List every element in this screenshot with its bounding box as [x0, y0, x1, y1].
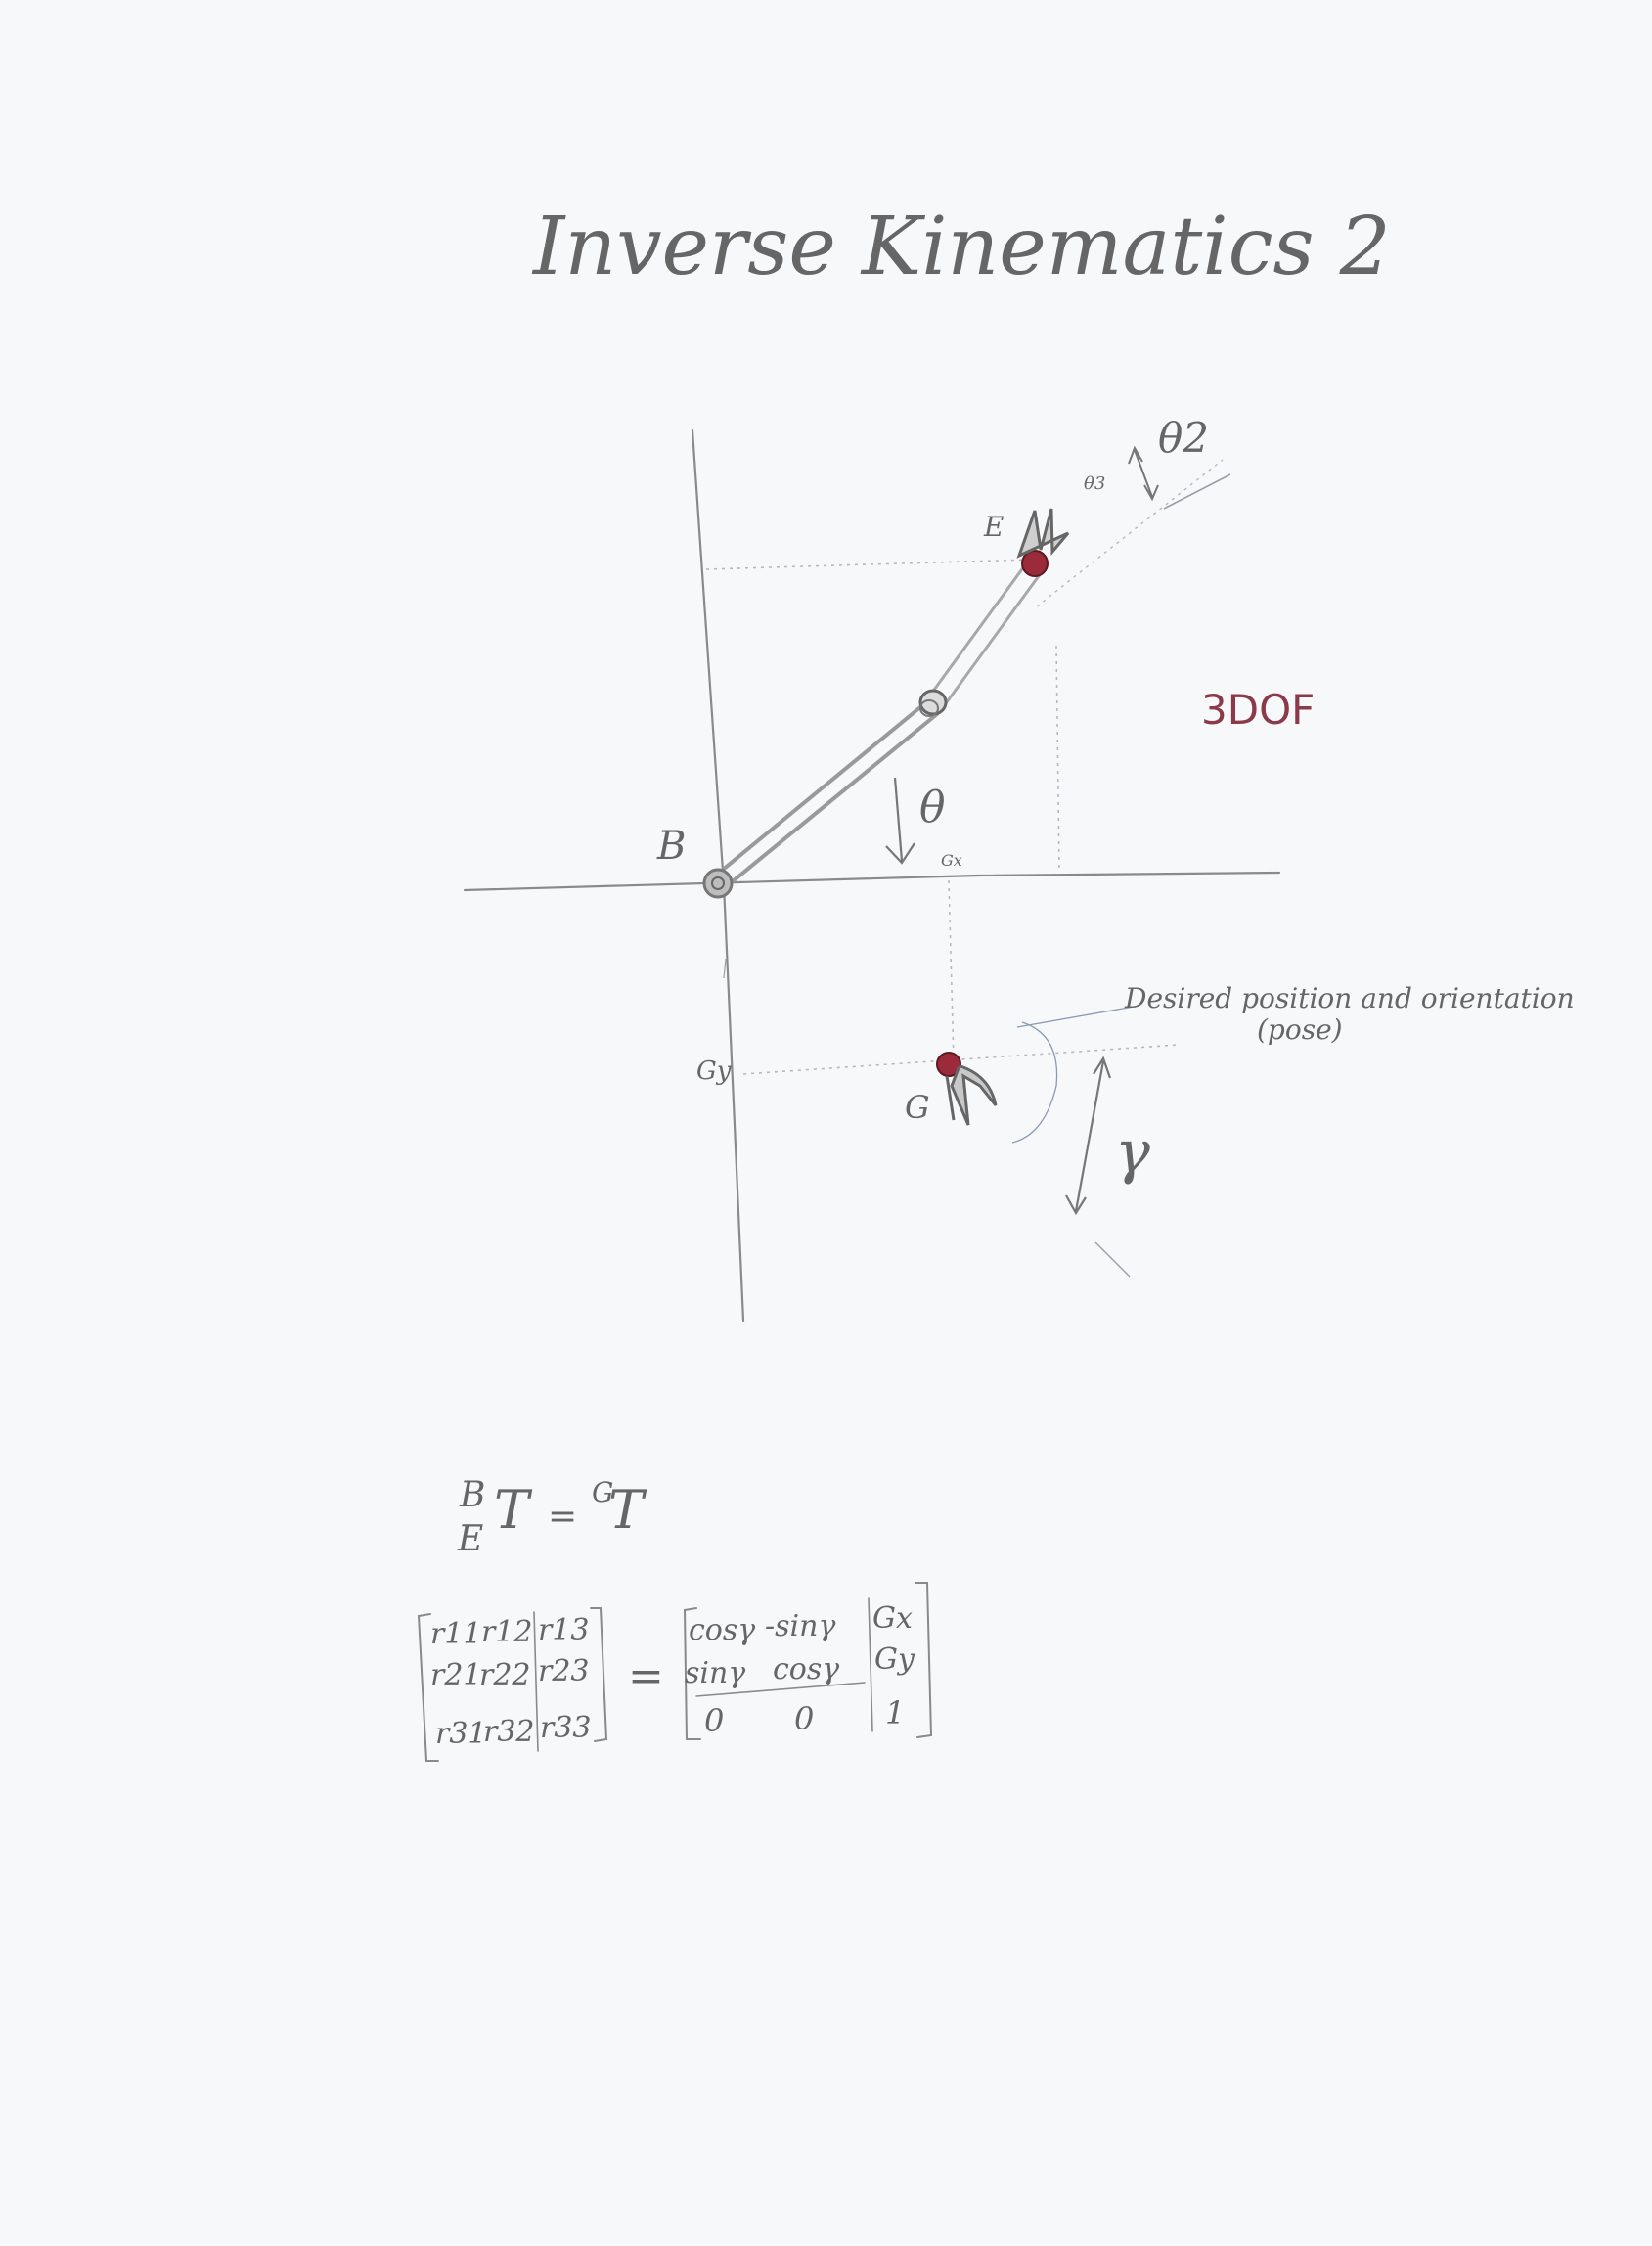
- rm-r0c2: Gx: [872, 1601, 913, 1636]
- rm-r1c1: cosγ: [773, 1652, 839, 1686]
- label-pose: Desired position and orientation: [1124, 982, 1575, 1014]
- angle-arrows: [885, 445, 1159, 1216]
- goal-joint: [936, 1052, 961, 1077]
- label-theta1: θ: [919, 783, 946, 832]
- lm-r0c0: r11: [430, 1617, 482, 1651]
- lm-r0c2: r13: [538, 1613, 590, 1647]
- left-matrix-bracket-l: [417, 1613, 439, 1762]
- elbow-joint: [918, 689, 948, 716]
- goal-gripper: [936, 1052, 998, 1126]
- left-matrix-bracket-r: [590, 1607, 608, 1742]
- matrix-equals: =: [628, 1651, 664, 1701]
- rm-r2c2: 1: [885, 1694, 905, 1731]
- right-matrix-bracket-l: [683, 1607, 701, 1740]
- label-theta3: θ3: [1084, 473, 1105, 494]
- lm-r2c2: r33: [540, 1711, 592, 1745]
- lm-r0c1: r12: [481, 1615, 533, 1649]
- rm-r1c2: Gy: [874, 1642, 915, 1677]
- eq1-rhs-sup: G: [592, 1476, 613, 1508]
- eq1-equals: =: [548, 1497, 577, 1537]
- label-gamma: γ: [1115, 1118, 1150, 1187]
- label-base: B: [656, 824, 686, 869]
- eq1-lhs: T: [494, 1479, 533, 1541]
- page-title: Inverse Kinematics 2: [531, 201, 1391, 293]
- matrix-equation: r11 r12 r13 r21 r22 r23 r31 r32 r33 = co…: [417, 1582, 933, 1762]
- robot-arm: [702, 508, 1070, 899]
- effector-joint: [1021, 550, 1049, 577]
- effector-gripper: [1016, 508, 1070, 559]
- label-3dof: 3DOF: [1201, 686, 1315, 734]
- eq1-lhs-sup: B: [459, 1475, 485, 1515]
- rm-r2c1: 0: [794, 1700, 814, 1737]
- rm-r0c1: -sinγ: [765, 1609, 835, 1643]
- label-gy: Gy: [696, 1056, 732, 1086]
- label-theta2: θ2: [1158, 414, 1209, 462]
- label-effector: E: [983, 511, 1004, 543]
- lm-r1c2: r23: [538, 1654, 590, 1688]
- lm-r1c0: r21: [430, 1658, 482, 1692]
- guide-lines: [705, 459, 1231, 1278]
- eq1-lhs-sub: E: [457, 1519, 483, 1559]
- lm-r1c1: r22: [479, 1658, 531, 1692]
- lm-r2c1: r32: [483, 1715, 535, 1749]
- label-pose-sub: (pose): [1257, 1013, 1343, 1046]
- transform-equation: B E T = G T: [457, 1475, 647, 1559]
- right-matrix-bracket-r: [915, 1582, 933, 1738]
- lm-r2c0: r31: [435, 1717, 487, 1751]
- label-gx: Gx: [941, 851, 962, 870]
- rm-r1c0: sinγ: [685, 1656, 745, 1690]
- label-goal: G: [905, 1089, 930, 1126]
- eq1-rhs: T: [608, 1479, 647, 1541]
- rm-r0c0: cosγ: [689, 1613, 755, 1647]
- rm-r2c0: 0: [704, 1702, 724, 1739]
- base-joint: [702, 868, 734, 899]
